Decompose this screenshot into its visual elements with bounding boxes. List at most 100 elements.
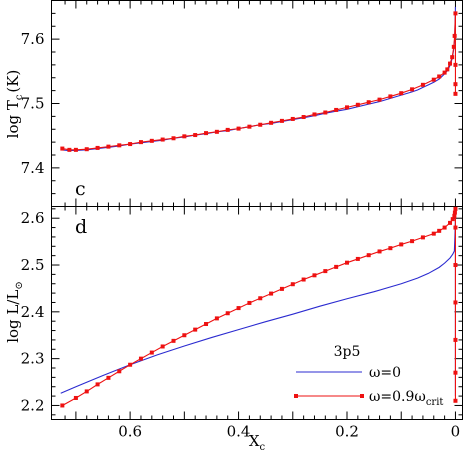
d-series-point <box>450 217 455 222</box>
d-series-point <box>290 282 295 287</box>
d-series-point <box>312 273 317 278</box>
panel-c-series <box>60 6 458 152</box>
d-series-point <box>193 327 198 332</box>
c-series-point <box>451 44 456 49</box>
panel-d-ticks: 2.2 2.3 2.4 2.5 2.6 0.6 0.4 0.2 0 <box>21 206 463 441</box>
x-axis-label: Xc <box>249 432 266 453</box>
legend: 3p5 ω=0 ω=0.9ωcrit <box>294 344 443 408</box>
legend-title: 3p5 <box>334 344 361 360</box>
xtick-label: 0.2 <box>335 423 359 441</box>
d-ytick-label: 2.4 <box>21 303 45 321</box>
legend-marker-omega09-left <box>294 394 298 398</box>
d-series-point <box>225 311 230 316</box>
c-series-point <box>399 91 404 96</box>
c-series-point <box>95 145 100 150</box>
c-series-point <box>312 112 317 117</box>
xtick-label: 0.4 <box>227 423 251 441</box>
d-series-point <box>247 300 252 305</box>
d-ytick-label: 2.5 <box>21 256 45 274</box>
c-series-point <box>445 67 450 72</box>
c-series-point <box>225 127 230 132</box>
panel-d-frame <box>51 206 463 420</box>
c-series-point <box>193 133 198 138</box>
c-series-point <box>204 131 209 136</box>
d-series-point <box>73 395 78 400</box>
panel-d-series <box>60 206 458 408</box>
d-series-point <box>182 333 187 338</box>
c-series-point <box>182 134 187 139</box>
c-series-point <box>355 102 360 107</box>
c-series-point <box>323 110 328 115</box>
d-series-point <box>214 316 219 321</box>
legend-marker-omega09-right <box>360 394 364 398</box>
c-series-point <box>410 87 415 92</box>
c-series-point <box>453 82 458 87</box>
panel-d-ylabel: log L/L⊙ <box>4 281 25 343</box>
c-series-point <box>67 147 72 152</box>
legend-label-omega0: ω=0 <box>369 365 401 381</box>
c-series-point <box>73 147 78 152</box>
c-series-point <box>247 124 252 129</box>
c-series-point <box>138 140 143 145</box>
c-series-point <box>214 129 219 134</box>
d-series-point <box>160 344 165 349</box>
d-series-point <box>95 382 100 387</box>
panel-c-label: c <box>75 178 86 200</box>
d-series-point <box>117 369 122 374</box>
c-series-point <box>269 120 274 125</box>
d-series-point <box>355 256 360 261</box>
c-series-point <box>60 146 65 151</box>
xtick-label: 0.6 <box>118 423 142 441</box>
d-series-point <box>138 356 143 361</box>
c-series-point <box>431 77 436 82</box>
d-series-point <box>453 300 458 305</box>
d-series-point <box>453 225 458 230</box>
c-series-point <box>377 97 382 102</box>
d-series-point <box>377 249 382 254</box>
c-series-point <box>388 94 393 99</box>
d-ytick-label: 2.2 <box>21 396 45 414</box>
panel-c: 7.4 7.5 7.6 c log Tc(K) <box>4 0 463 207</box>
d-series-point <box>334 264 339 269</box>
c-series-point <box>279 118 284 123</box>
d-series-point <box>431 231 436 236</box>
d-series-point <box>269 291 274 296</box>
d-series-line-0 <box>60 218 457 397</box>
c-series-point <box>450 55 455 60</box>
d-series-point <box>388 246 393 251</box>
legend-label-omega09: ω=0.9ωcrit <box>369 389 443 408</box>
d-series-point <box>453 206 458 211</box>
d-series-point <box>279 286 284 291</box>
c-ytick-label: 7.4 <box>21 159 45 177</box>
c-series-point <box>453 62 458 67</box>
panel-d: 2.22.32.42.52.60.6 0.4 0.2 0 d log L/L⊙ Xc … <box>4 206 463 453</box>
d-series-point <box>442 225 447 230</box>
d-series-point <box>236 306 241 311</box>
d-ytick-label: 2.3 <box>21 350 45 368</box>
d-series-point <box>204 322 209 327</box>
panel-c-frame <box>51 0 463 207</box>
c-series-point <box>258 122 263 127</box>
c-series-point <box>437 74 442 79</box>
d-series-point <box>453 263 458 268</box>
c-series-point <box>117 143 122 148</box>
c-ytick-label: 7.5 <box>21 95 45 113</box>
d-series-point <box>453 370 458 375</box>
d-series-point <box>420 235 425 240</box>
c-series-line-0 <box>60 6 456 152</box>
c-series-point <box>84 147 89 152</box>
xtick-label: 0 <box>451 423 461 441</box>
c-series-point <box>448 61 453 66</box>
panel-c-ylabel: log Tc(K) <box>4 70 25 139</box>
d-series-point <box>452 210 457 215</box>
d-series-point <box>345 260 350 265</box>
c-series-point <box>301 115 306 120</box>
d-series-point <box>128 362 133 367</box>
d-series-point <box>171 338 176 343</box>
c-series-point <box>453 91 458 96</box>
d-ytick-label: 2.6 <box>21 209 45 227</box>
c-series-point <box>171 136 176 141</box>
d-series-point <box>437 228 442 233</box>
d-series-point <box>301 277 306 282</box>
